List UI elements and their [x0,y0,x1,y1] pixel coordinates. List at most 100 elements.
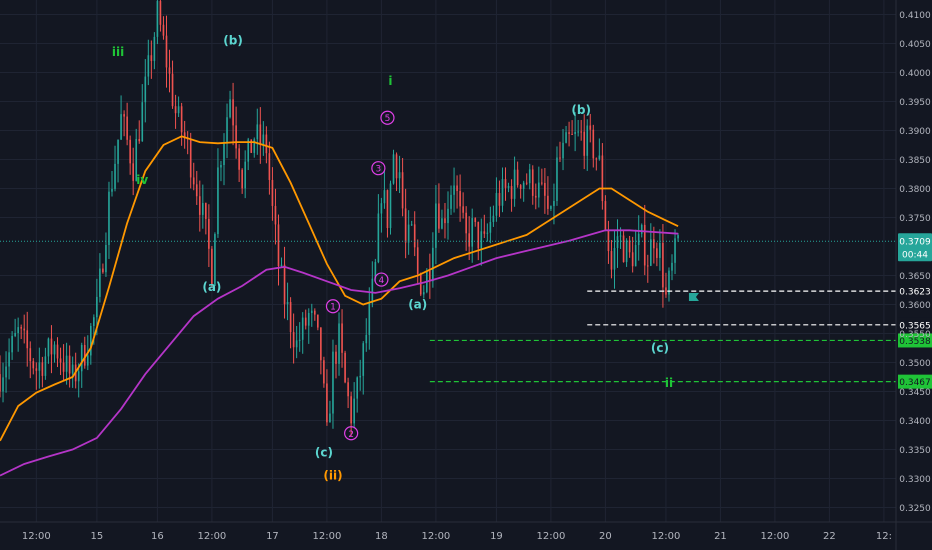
candle-body [347,382,349,397]
candle-body [192,177,195,185]
candle-body [498,193,501,206]
candle-body [362,343,365,376]
candle-body [474,218,477,223]
countdown-label: 00:44 [902,250,928,260]
candle-body [462,206,464,213]
candle-body [516,169,519,186]
candle-body [577,131,579,133]
candle-body [313,310,316,315]
candle-body [102,268,104,273]
candle-body [453,185,455,195]
candle-body [610,251,613,270]
candle-body [444,218,446,224]
price-level-tag [898,333,932,348]
candle-body [389,183,392,229]
candle-body [592,129,595,159]
time-tick-label: 18 [375,531,388,542]
candle-body [501,179,504,206]
candle-body [220,164,222,168]
time-tick-label: 19 [490,531,503,542]
candle-body [238,148,240,170]
candle-body [616,236,619,249]
candle-body [640,224,643,234]
wave-circle [380,110,395,125]
candle-body [486,232,489,234]
candle-body [174,106,177,114]
flag-icon[interactable] [688,292,699,301]
candle-body [244,161,247,189]
candle-body [656,248,658,258]
candle-body [477,222,480,249]
candles [0,0,679,436]
candle-body [71,364,74,374]
candle-body [241,169,243,189]
price-axis[interactable]: 0.3623 0.3565 0.3538 0.3467 0.4100 0.4050 0.40… [898,11,932,514]
candle-body [480,231,483,249]
candle-body [35,368,38,371]
wave-label: (a) [408,298,427,312]
candle-body [295,340,298,348]
candle-body [298,339,301,341]
candle-body [659,242,661,258]
wave-label: (ii) [323,469,342,483]
candle-body [211,248,213,286]
candle-body [47,338,50,357]
candle-body [114,163,116,189]
candle-body [195,184,198,197]
price-tick-label: 0.3750 [899,214,931,224]
wave-label: 2 [348,430,354,440]
candle-body [404,208,407,243]
candle-body [646,265,649,267]
candle-body [634,245,637,267]
candle-body [17,327,19,334]
candle-body [447,208,449,224]
candle-body [528,169,531,184]
candle-body [189,138,192,178]
price-tick-label: 0.3650 [899,272,931,282]
candle-body [271,179,274,206]
candle-body [156,1,159,37]
candle-body [350,396,352,424]
candle-body [320,327,322,361]
candle-body [162,24,165,36]
price-tick-label: 0.3950 [899,98,931,108]
flag-icon-shape[interactable] [688,292,699,301]
candle-body [435,203,437,248]
candle-body [677,235,679,239]
time-tick-label: 12:00 [421,531,450,542]
candle-body [217,167,219,235]
price-tick-label: 0.3400 [899,417,931,427]
candle-body [304,317,307,326]
candle-body [628,240,631,253]
candle-body [280,264,283,267]
candle-body [510,186,513,199]
candle-body [32,361,35,369]
candle-body [419,273,422,295]
candle-body [56,344,59,359]
candle-body [589,125,592,130]
candle-body [208,218,210,249]
candle-body [8,352,10,367]
time-tick-label: 12:00 [537,531,566,542]
candle-body [141,102,144,142]
candle-body [456,185,458,191]
candle-body [383,190,386,204]
candle-body [416,247,419,274]
candle-body [129,139,131,164]
candle-body [607,229,610,252]
candle-body [229,99,231,118]
candle-body [407,224,410,243]
candle-body [223,142,225,165]
candle-body [386,190,389,229]
current-price-badge [898,233,932,262]
candle-body [450,194,452,209]
candle-body [323,360,325,384]
wave-label: (b) [223,34,243,48]
candle-body [668,270,670,295]
time-tick-label: 17 [266,531,279,542]
wave-label: (a) [202,280,221,294]
time-axis[interactable]: 12:00 15 16 12:00 17 12:00 18 12:00 19 12:00 20 12:… [22,531,892,542]
candle-body [83,345,86,366]
candle-body [326,383,328,423]
